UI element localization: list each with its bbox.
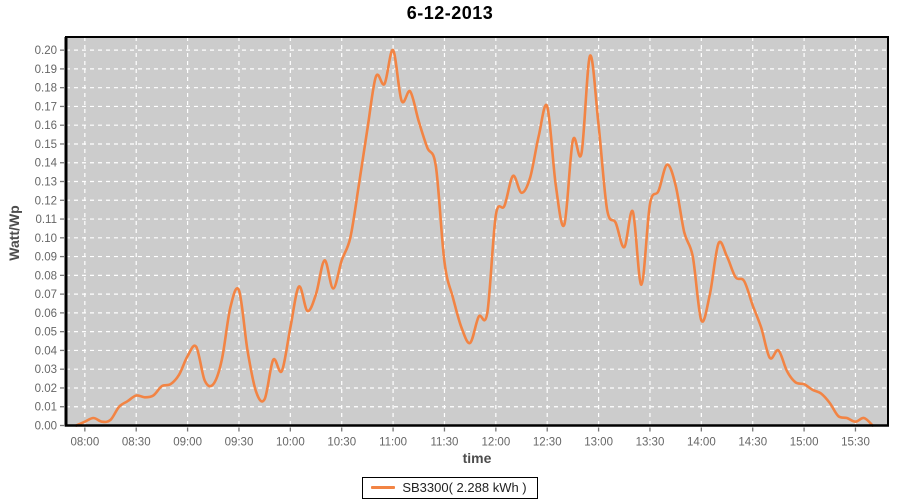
legend-box: SB3300( 2.288 kWh ) xyxy=(362,477,538,499)
y-tick-label: 0.09 xyxy=(35,252,57,264)
y-tick-label: 0.17 xyxy=(35,101,57,113)
x-tick-label: 12:00 xyxy=(481,437,510,449)
y-tick-label: 0.18 xyxy=(35,83,57,95)
x-tick-label: 13:30 xyxy=(636,437,665,449)
x-tick-label: 09:00 xyxy=(173,437,202,449)
y-tick-label: 0.00 xyxy=(35,421,57,433)
y-tick-label: 0.02 xyxy=(35,383,57,395)
x-tick-label: 14:00 xyxy=(687,437,716,449)
x-tick-label: 08:30 xyxy=(122,437,151,449)
x-tick-label: 10:00 xyxy=(276,437,305,449)
y-tick-label: 0.16 xyxy=(35,120,57,132)
y-tick-label: 0.07 xyxy=(35,289,57,301)
x-axis-title: time xyxy=(462,450,492,466)
x-tick-label: 13:00 xyxy=(584,437,613,449)
x-tick-label: 09:30 xyxy=(225,437,254,449)
y-tick-label: 0.15 xyxy=(35,139,57,151)
y-tick-label: 0.14 xyxy=(35,158,58,170)
y-tick-label: 0.20 xyxy=(35,45,57,57)
y-tick-label: 0.03 xyxy=(35,364,57,376)
x-tick-label: 11:00 xyxy=(379,437,407,449)
chart-title: 6-12-2013 xyxy=(406,3,494,23)
y-tick-label: 0.04 xyxy=(35,345,58,357)
y-tick-label: 0.12 xyxy=(35,195,57,207)
y-tick-label: 0.08 xyxy=(35,270,57,282)
x-tick-label: 08:00 xyxy=(70,437,99,449)
x-tick-label: 14:30 xyxy=(738,437,767,449)
x-tick-label: 15:00 xyxy=(790,437,819,449)
y-tick-label: 0.19 xyxy=(35,64,57,76)
legend-label: SB3300( 2.288 kWh ) xyxy=(402,480,527,495)
y-tick-label: 0.05 xyxy=(35,327,57,339)
x-tick-label: 12:30 xyxy=(533,437,562,449)
y-tick-label: 0.01 xyxy=(35,402,57,414)
y-tick-label: 0.11 xyxy=(35,214,57,226)
y-tick-label: 0.06 xyxy=(35,308,57,320)
y-tick-label: 0.13 xyxy=(35,177,57,189)
series-line xyxy=(75,48,874,427)
x-tick-label: 10:30 xyxy=(327,437,356,449)
x-tick-label: 15:30 xyxy=(841,437,870,449)
x-tick-label: 11:30 xyxy=(430,437,458,449)
plot-background xyxy=(66,37,888,426)
legend: SB3300( 2.288 kWh ) xyxy=(0,477,900,499)
legend-line-swatch xyxy=(371,486,396,489)
y-tick-label: 0.10 xyxy=(35,233,57,245)
